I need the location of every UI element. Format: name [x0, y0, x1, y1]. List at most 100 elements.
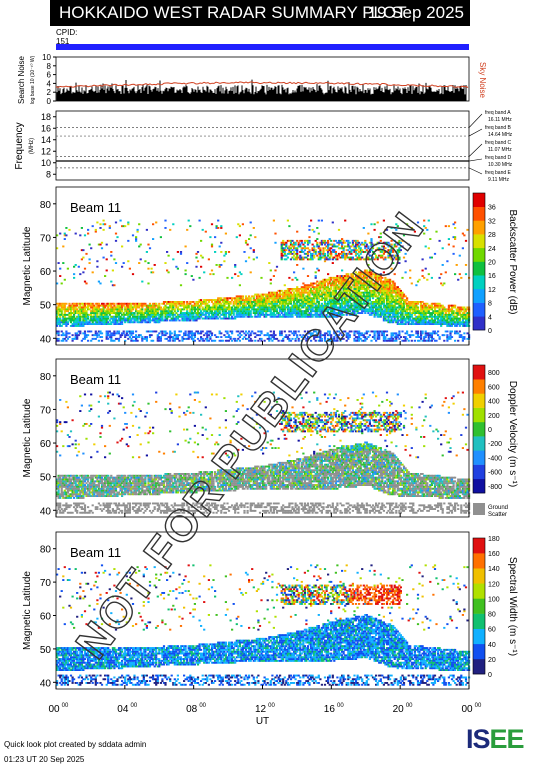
- scatter-cell: [73, 314, 75, 316]
- scatter-cell: [177, 307, 179, 309]
- scatter-cell: [164, 305, 166, 307]
- scatter-cell: [250, 222, 252, 224]
- scatter-cell: [85, 310, 87, 312]
- scatter-cell: [124, 336, 126, 338]
- scatter-cell: [406, 331, 408, 333]
- scatter-cell: [206, 310, 208, 312]
- scatter-cell: [58, 262, 60, 264]
- scatter-cell: [310, 288, 312, 290]
- scatter-cell: [143, 314, 145, 316]
- scatter-cell: [225, 251, 227, 253]
- scatter-cell: [239, 234, 241, 236]
- scatter-cell: [164, 262, 166, 264]
- scatter-cell: [231, 340, 233, 342]
- scatter-cell: [64, 233, 66, 235]
- scatter-cell: [378, 336, 380, 338]
- scatter-cell: [110, 305, 112, 307]
- scatter-cell: [112, 270, 114, 272]
- scatter-cell: [386, 334, 388, 336]
- scatter-cell: [208, 258, 210, 260]
- scatter-cell: [250, 271, 252, 273]
- scatter-cell: [412, 321, 414, 323]
- scatter-cell: [103, 220, 105, 222]
- scatter-cell: [296, 286, 298, 288]
- scatter-cell: [253, 227, 255, 229]
- scatter-cell: [401, 297, 403, 299]
- scatter-cell: [84, 332, 86, 334]
- scatter-cell: [110, 281, 112, 283]
- scatter-cell: [349, 242, 351, 244]
- scatter-cell: [293, 301, 295, 303]
- scatter-cell: [343, 251, 345, 253]
- scatter-cell: [84, 331, 86, 333]
- scatter-cell: [141, 310, 143, 312]
- scatter-cell: [352, 242, 354, 244]
- scatter-cell: [239, 336, 241, 338]
- scatter-cell: [287, 305, 289, 307]
- scatter-cell: [87, 318, 89, 320]
- scatter-cell: [90, 247, 92, 249]
- scatter-cell: [290, 303, 292, 305]
- scatter-cell: [363, 227, 365, 229]
- scatter-cell: [428, 273, 430, 275]
- scatter-cell: [268, 305, 270, 307]
- scatter-cell: [219, 310, 221, 312]
- freq-band-connector: [469, 129, 482, 136]
- scatter-cell: [220, 332, 222, 334]
- scatter-cell: [347, 244, 349, 246]
- scatter-cell: [278, 340, 280, 342]
- scatter-cell: [135, 338, 137, 340]
- scatter-cell: [299, 308, 301, 310]
- scatter-cell: [305, 290, 307, 292]
- scatter-cell: [315, 240, 317, 242]
- scatter-cell: [101, 340, 103, 342]
- scatter-cell: [302, 244, 304, 246]
- scatter-cell: [95, 338, 97, 340]
- scatter-cell: [82, 325, 84, 327]
- scatter-cell: [302, 294, 304, 296]
- scatter-cell: [285, 242, 287, 244]
- scatter-cell: [140, 334, 142, 336]
- scatter-cell: [121, 310, 123, 312]
- scatter-cell: [420, 303, 422, 305]
- scatter-cell: [107, 318, 109, 320]
- scatter-cell: [243, 336, 245, 338]
- scatter-cell: [123, 332, 125, 334]
- scatter-cell: [288, 277, 290, 279]
- scatter-cell: [316, 255, 318, 257]
- scatter-cell: [75, 264, 77, 266]
- scatter-cell: [374, 334, 376, 336]
- scatter-cell: [58, 307, 60, 309]
- noise-ytick-label: 10: [42, 53, 51, 62]
- scatter-cell: [123, 316, 125, 318]
- scatter-cell: [312, 305, 314, 307]
- scatter-cell: [305, 257, 307, 259]
- scatter-cell: [87, 233, 89, 235]
- scatter-cell: [230, 303, 232, 305]
- scatter-cell: [65, 331, 67, 333]
- scatter-cell: [378, 334, 380, 336]
- scatter-cell: [138, 307, 140, 309]
- scatter-cell: [223, 334, 225, 336]
- scatter-cell: [85, 336, 87, 338]
- scatter-cell: [160, 338, 162, 340]
- scatter-cell: [341, 244, 343, 246]
- scatter-cell: [154, 264, 156, 266]
- scatter-cell: [281, 312, 283, 314]
- scatter-cell: [206, 336, 208, 338]
- scatter-cell: [279, 295, 281, 297]
- scatter-cell: [202, 229, 204, 231]
- scatter-cell: [335, 240, 337, 242]
- scatter-cell: [144, 303, 146, 305]
- scatter-cell: [89, 321, 91, 323]
- scatter-cell: [197, 251, 199, 253]
- scatter-cell: [401, 292, 403, 294]
- scatter-cell: [233, 312, 235, 314]
- scatter-cell: [321, 295, 323, 297]
- scatter-cell: [228, 251, 230, 253]
- scatter-cell: [296, 251, 298, 253]
- scatter-cell: [428, 338, 430, 340]
- scatter-cell: [61, 283, 63, 285]
- scatter-cell: [103, 229, 105, 231]
- scatter-cell: [360, 338, 362, 340]
